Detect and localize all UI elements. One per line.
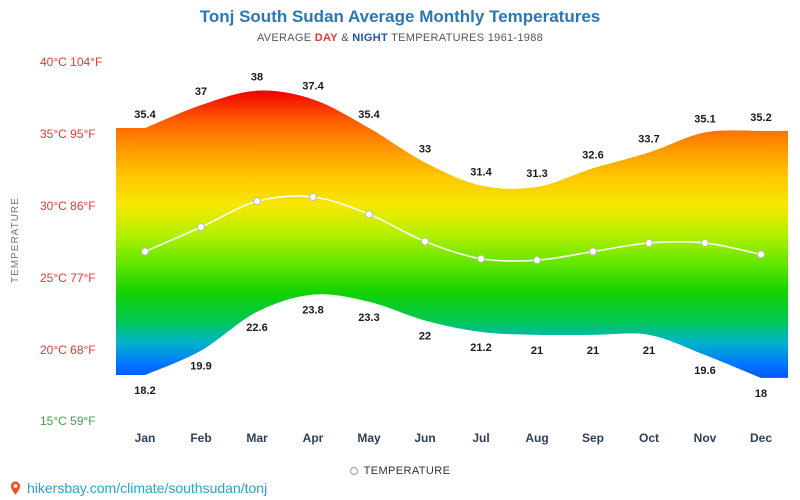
night-value-label: 18	[755, 388, 767, 400]
night-value-label: 23.8	[302, 305, 323, 317]
footer: hikersbay.com/climate/southsudan/tonj	[8, 480, 267, 496]
night-value-label: 19.6	[694, 365, 715, 377]
subtitle-amp: &	[341, 32, 349, 44]
x-axis-label-feb: Feb	[190, 431, 212, 445]
subtitle-suffix: TEMPERATURES 1961-1988	[391, 32, 544, 44]
subtitle-day: DAY	[314, 32, 338, 44]
night-value-label: 19.9	[190, 361, 211, 373]
day-value-label: 31.3	[526, 168, 547, 180]
subtitle-night: NIGHT	[352, 32, 388, 44]
night-value-label: 21	[531, 345, 543, 357]
average-point-marker[interactable]	[757, 250, 765, 259]
average-point-marker[interactable]	[253, 197, 261, 206]
y-axis-label-35c: 35°C 95°F	[40, 127, 96, 141]
average-point-marker[interactable]	[477, 254, 485, 263]
day-value-label: 35.4	[134, 109, 156, 121]
average-point-marker[interactable]	[701, 238, 709, 247]
y-axis-label-40c: 40°C 104°F	[40, 55, 103, 69]
x-axis-label-may: May	[357, 431, 381, 445]
hikersbay-link[interactable]: hikersbay.com/climate/southsudan/tonj	[27, 480, 268, 496]
night-value-label: 21	[587, 345, 599, 357]
night-value-label: 23.3	[358, 312, 379, 324]
day-value-label: 35.4	[358, 109, 380, 121]
day-value-label: 33	[419, 144, 431, 156]
night-value-label: 22.6	[246, 322, 267, 334]
average-point-marker[interactable]	[365, 210, 373, 219]
average-point-marker[interactable]	[589, 247, 597, 256]
night-value-label: 21	[643, 345, 655, 357]
night-value-label: 21.2	[470, 342, 491, 354]
average-point-marker[interactable]	[533, 256, 541, 265]
x-axis-label-aug: Aug	[525, 431, 549, 445]
temperature-band-area	[116, 90, 788, 378]
day-value-label: 35.1	[694, 113, 715, 125]
x-axis-label-jun: Jun	[414, 431, 436, 445]
y-axis-label-30c: 30°C 86°F	[40, 199, 96, 213]
y-axis-label-20c: 20°C 68°F	[40, 343, 96, 357]
x-axis-label-apr: Apr	[302, 431, 324, 445]
average-point-marker[interactable]	[197, 223, 205, 232]
chart-subtitle: AVERAGE DAY & NIGHT TEMPERATURES 1961-19…	[0, 32, 800, 44]
legend-marker-icon	[349, 467, 358, 475]
x-axis-label-jul: Jul	[472, 431, 490, 445]
location-pin-icon	[10, 481, 21, 495]
y-axis-label-15c: 15°C 59°F	[40, 414, 96, 428]
average-point-marker[interactable]	[141, 247, 149, 256]
subtitle-prefix: AVERAGE	[256, 32, 312, 44]
y-axis-label-25c: 25°C 77°F	[40, 271, 96, 285]
x-axis: Jan Feb Mar Apr May Jun Jul Aug Sep Oct …	[117, 431, 789, 445]
average-point-marker[interactable]	[645, 238, 653, 247]
x-axis-label-dec: Dec	[749, 431, 772, 445]
average-temperature-line	[144, 195, 762, 262]
night-value-label: 22	[419, 330, 431, 342]
page-title: Tonj South Sudan Average Monthly Tempera…	[199, 7, 601, 26]
x-axis-label-nov: Nov	[693, 431, 717, 445]
day-value-label: 31.4	[470, 166, 492, 178]
day-value-label: 35.2	[750, 112, 771, 124]
x-axis-label-oct: Oct	[638, 431, 659, 445]
day-value-label: 37.4	[302, 80, 324, 92]
x-axis-label-sep: Sep	[581, 431, 604, 445]
day-value-label: 38	[251, 72, 263, 84]
day-value-label: 32.6	[582, 149, 603, 161]
night-value-label: 18.2	[134, 385, 155, 397]
day-value-label: 37	[195, 86, 207, 98]
x-axis-label-mar: Mar	[246, 431, 268, 445]
average-point-marker[interactable]	[421, 237, 429, 246]
average-point-marker[interactable]	[309, 192, 317, 201]
legend-label: TEMPERATURE	[363, 465, 451, 477]
day-value-label: 33.7	[638, 133, 659, 145]
legend[interactable]: TEMPERATURE	[0, 465, 800, 477]
x-axis-label-jan: Jan	[134, 431, 156, 445]
